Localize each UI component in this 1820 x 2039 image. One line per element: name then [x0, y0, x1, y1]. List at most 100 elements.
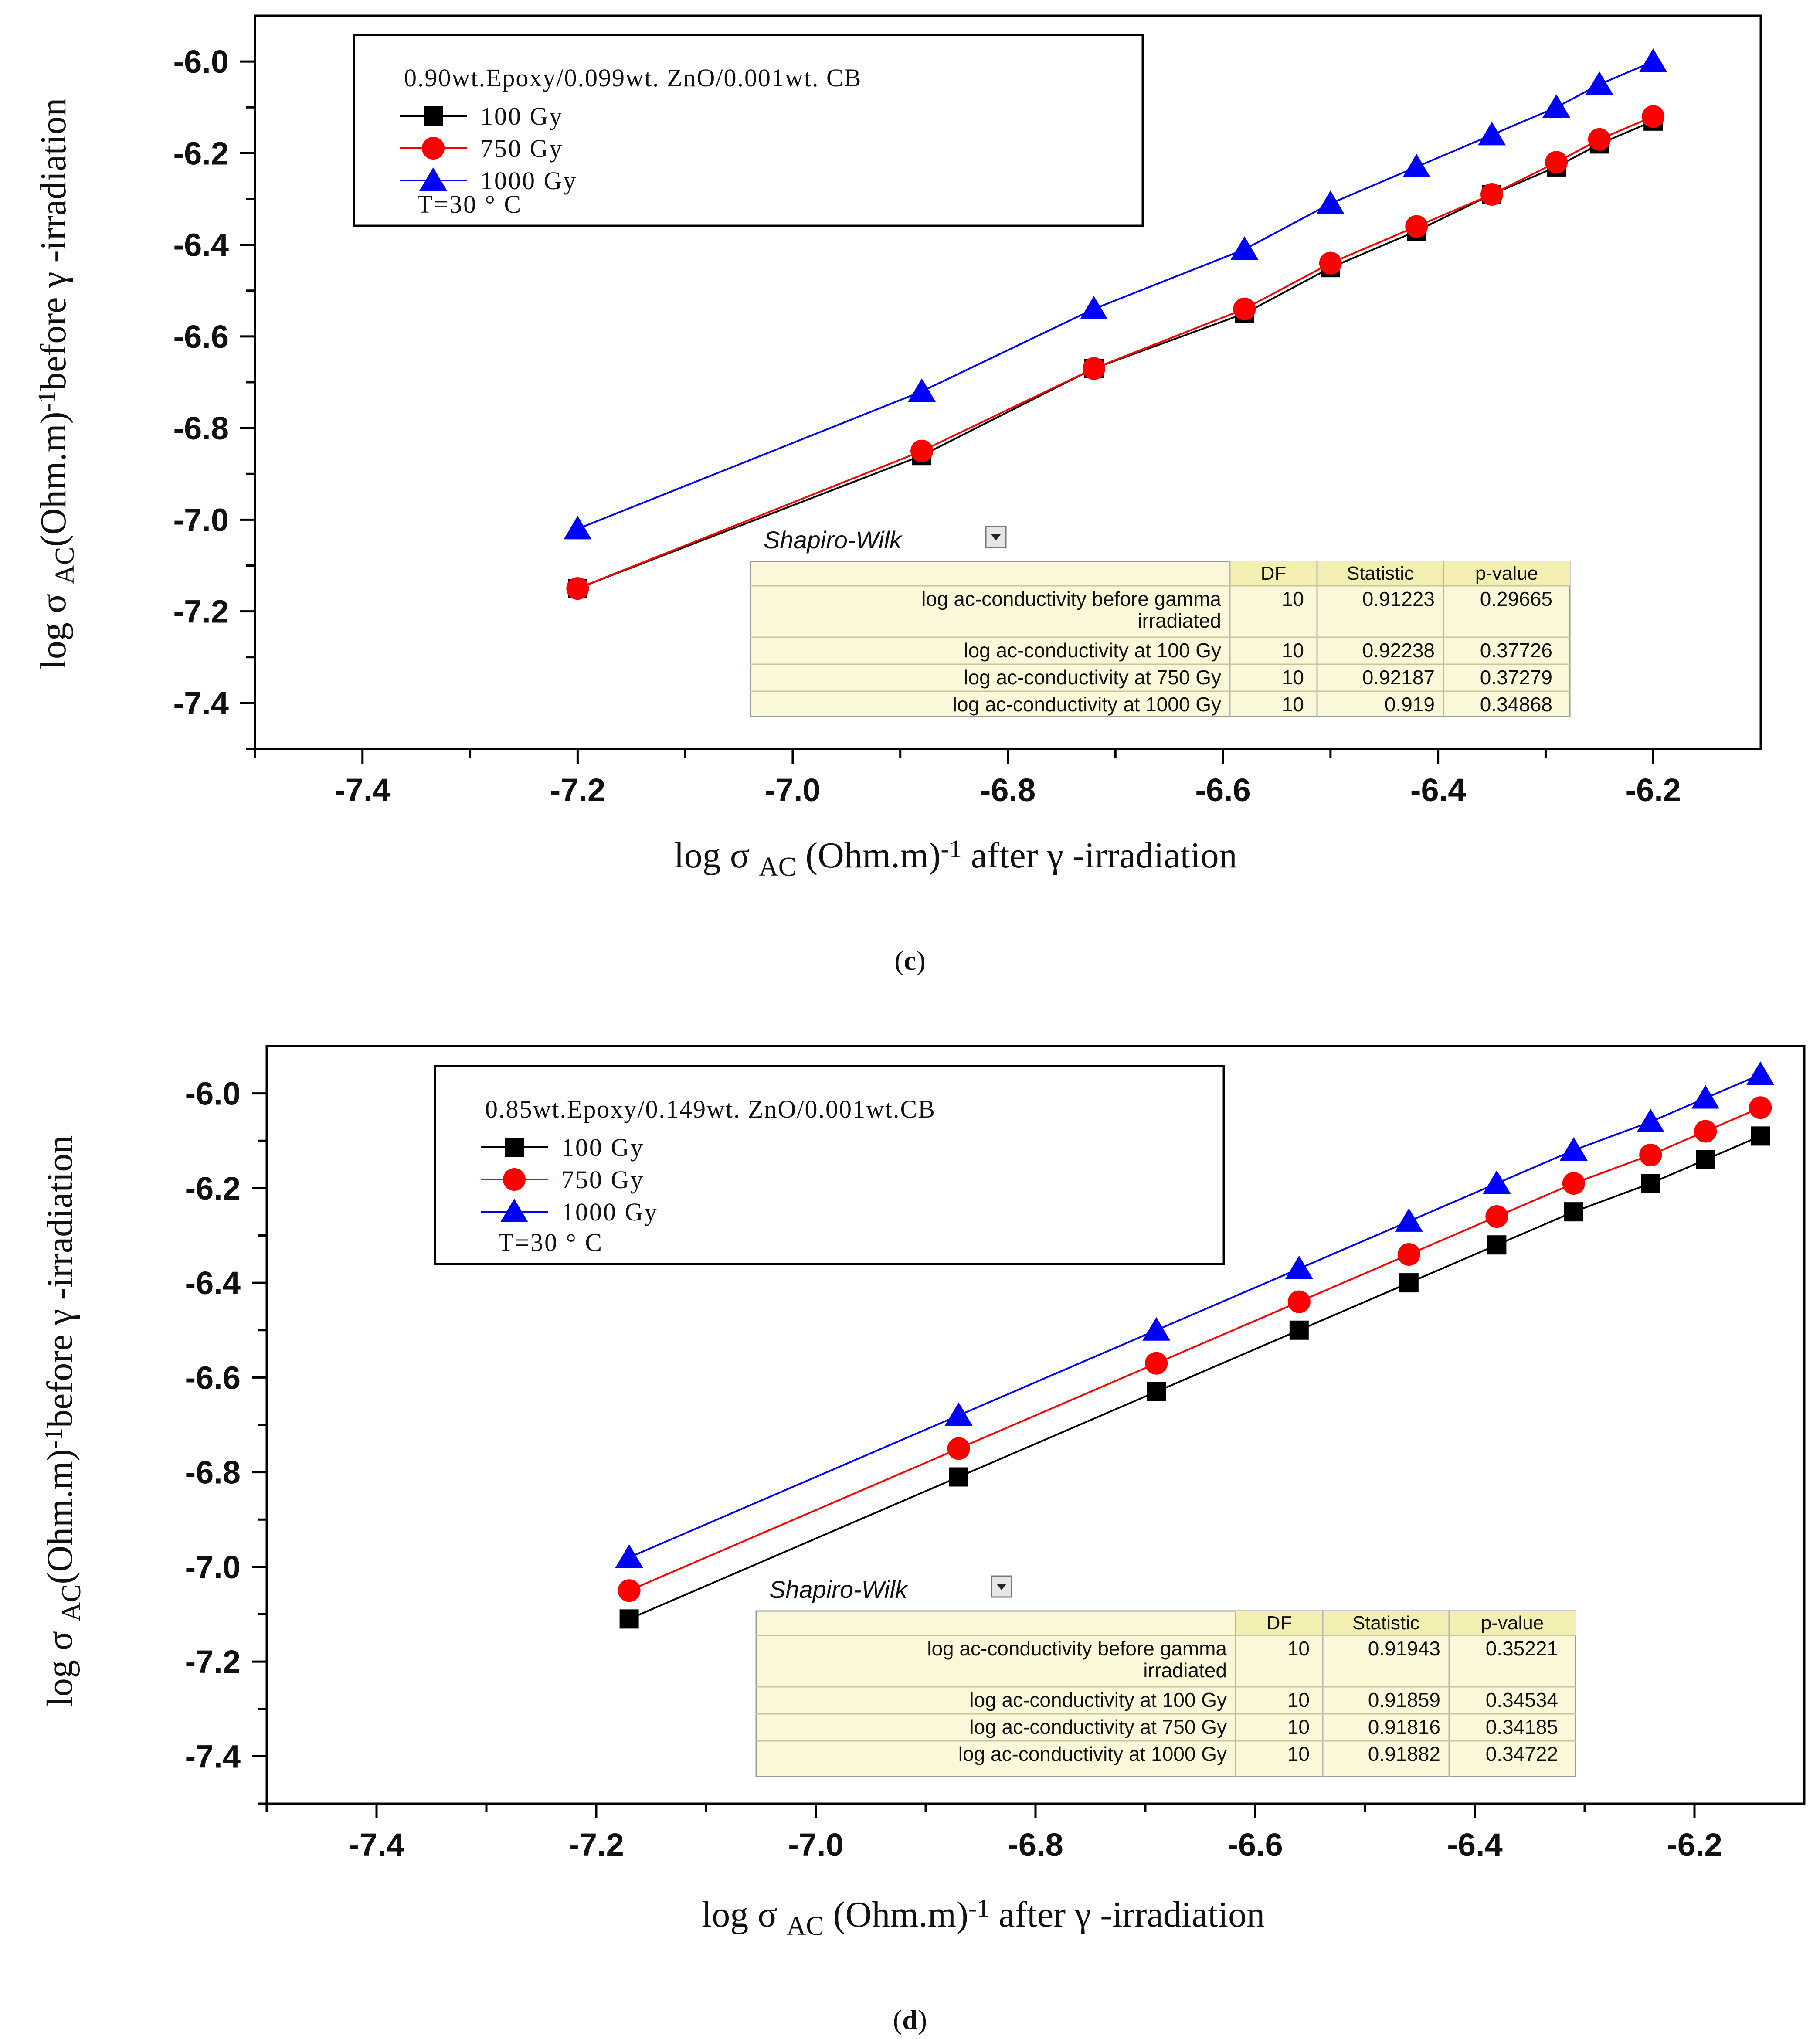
x-tick-label: -7.0	[765, 772, 821, 808]
table-row-label: log ac-conductivity at 1000 Gy	[958, 1743, 1227, 1765]
y-tick-label: -6.4	[185, 1265, 241, 1301]
y-tick-label: -7.0	[185, 1549, 241, 1585]
x-tick-label: -6.8	[980, 772, 1036, 808]
table-cell-pvalue: 0.34868	[1480, 693, 1552, 716]
data-point-triangle	[908, 378, 936, 402]
x-axis-title: log σ AC (Ohm.m)-1 after γ -irradiation	[702, 1894, 1265, 1941]
y-tick-label: -7.4	[173, 685, 229, 721]
table-row-label: log ac-conductivity at 100 Gy	[969, 1689, 1227, 1711]
x-tick-label: -7.2	[550, 772, 606, 808]
legend-label: 1000 Gy	[561, 1198, 658, 1226]
legend-note: T=30 ° C	[417, 190, 522, 218]
legend-marker-triangle	[419, 167, 447, 191]
data-point-circle	[947, 1437, 970, 1460]
chart-panel-d: -7.4 -7.2 -7.0 -6.8 -6.6 -6.4 -6.2 -6.0 -6.2 -6.4…	[39, 1045, 1806, 2035]
y-tick-label: -6.6	[185, 1359, 241, 1396]
x-tick-label: -6.8	[1008, 1827, 1063, 1863]
data-point-triangle	[1142, 1317, 1171, 1341]
series-line-1	[628, 1107, 1761, 1592]
table-header-cell: DF	[1267, 1612, 1292, 1634]
series-line-2	[628, 1074, 1761, 1558]
data-point-circle	[1233, 297, 1256, 320]
table-cell-statistic: 0.91859	[1368, 1689, 1440, 1711]
data-point-triangle	[944, 1402, 973, 1426]
series-line-1	[577, 116, 1654, 589]
table-header-cell: p-value	[1475, 563, 1538, 584]
data-point-square	[1751, 1126, 1770, 1146]
table-header-cell: p-value	[1481, 1612, 1544, 1634]
table-cell-statistic: 0.91223	[1362, 588, 1435, 610]
legend-label: 1000 Gy	[480, 167, 577, 195]
x-axis-title: log σ AC (Ohm.m)-1 after γ -irradiation	[674, 835, 1237, 882]
legend-box	[353, 34, 1144, 227]
x-tick-label: -6.2	[1625, 772, 1681, 808]
table-header-cell: Statistic	[1352, 1612, 1419, 1634]
table-cell-pvalue: 0.29665	[1480, 588, 1552, 610]
legend-marker-triangle	[500, 1199, 528, 1222]
legend-title: 0.85wt.Epoxy/0.149wt. ZnO/0.001wt.CB	[485, 1095, 936, 1123]
data-point-square	[1399, 1273, 1419, 1293]
chevron-down-icon	[997, 1584, 1006, 1590]
table-header-cell: DF	[1261, 563, 1287, 584]
data-point-triangle	[1746, 1061, 1775, 1085]
legend-note: T=30 ° C	[498, 1228, 603, 1257]
table-header-cell: Statistic	[1347, 563, 1414, 584]
chart-panel-c: -7.4 -7.2 -7.0 -6.8 -6.6 -6.4 -6.2 -6.0 -6.2 -6.4…	[33, 14, 1762, 976]
data-point-circle	[1642, 105, 1665, 128]
data-point-circle	[1287, 1290, 1311, 1313]
chevron-down-icon	[991, 534, 1001, 540]
data-point-circle	[1485, 1205, 1508, 1228]
y-tick-label: -7.2	[185, 1644, 241, 1680]
data-point-square	[1641, 1174, 1660, 1193]
data-point-circle	[1749, 1096, 1772, 1119]
data-point-triangle	[1080, 296, 1108, 319]
series-line-2	[577, 61, 1654, 530]
x-tick-label: -7.0	[788, 1827, 844, 1863]
data-point-triangle	[615, 1544, 643, 1568]
table-row-label: log ac-conductivity before gamma	[921, 588, 1221, 610]
data-point-triangle	[1478, 122, 1506, 146]
data-point-square	[619, 1609, 639, 1629]
legend-marker-circle	[422, 137, 445, 160]
x-tick-label: -6.6	[1195, 772, 1251, 808]
y-tick-label: -6.0	[185, 1076, 241, 1112]
panel-label: (c)	[894, 945, 925, 976]
data-point-circle	[618, 1579, 641, 1602]
legend-box	[434, 1065, 1225, 1265]
data-point-triangle	[1585, 71, 1613, 95]
legend-label: 750 Gy	[480, 134, 563, 163]
data-point-triangle	[1542, 94, 1571, 118]
data-point-square	[1696, 1150, 1715, 1169]
y-tick-label: -6.8	[185, 1454, 241, 1491]
legend-marker-square	[424, 106, 443, 126]
series-line-0	[577, 120, 1654, 589]
table-cell-df: 10	[1282, 666, 1304, 689]
table-cell-statistic: 0.91943	[1368, 1637, 1440, 1660]
table-cell-statistic: 0.91882	[1368, 1743, 1440, 1765]
data-point-triangle	[1483, 1170, 1511, 1194]
table-cell-df: 10	[1282, 693, 1304, 716]
table-cell-pvalue: 0.34185	[1486, 1716, 1558, 1738]
table-cell-pvalue: 0.37279	[1480, 666, 1552, 689]
data-point-triangle	[1395, 1208, 1423, 1232]
table-cell-pvalue: 0.34722	[1486, 1743, 1558, 1765]
legend-title: 0.90wt.Epoxy/0.099wt. ZnO/0.001wt. CB	[404, 64, 862, 92]
data-point-circle	[1405, 215, 1428, 238]
y-tick-label: -6.8	[173, 410, 229, 446]
table-cell-df: 10	[1282, 588, 1304, 610]
table-cell-df: 10	[1287, 1743, 1310, 1765]
y-tick-label: -6.4	[173, 227, 229, 263]
data-point-square	[949, 1467, 968, 1487]
data-point-triangle	[1402, 153, 1431, 177]
y-axis-title: log σ AC(Ohm.m)-1before γ -irradiation	[39, 1135, 86, 1707]
data-point-circle	[566, 577, 589, 600]
x-tick-label: -6.2	[1667, 1827, 1722, 1863]
table-row-label: log ac-conductivity at 1000 Gy	[953, 693, 1221, 716]
data-point-triangle	[564, 516, 592, 540]
y-axis-title: log σ AC(Ohm.m)-1before γ -irradiation	[33, 98, 80, 669]
legend-label: 100 Gy	[561, 1133, 644, 1162]
table-cell-df: 10	[1287, 1637, 1310, 1660]
legend-marker-circle	[503, 1168, 526, 1191]
data-point-circle	[1397, 1243, 1420, 1266]
